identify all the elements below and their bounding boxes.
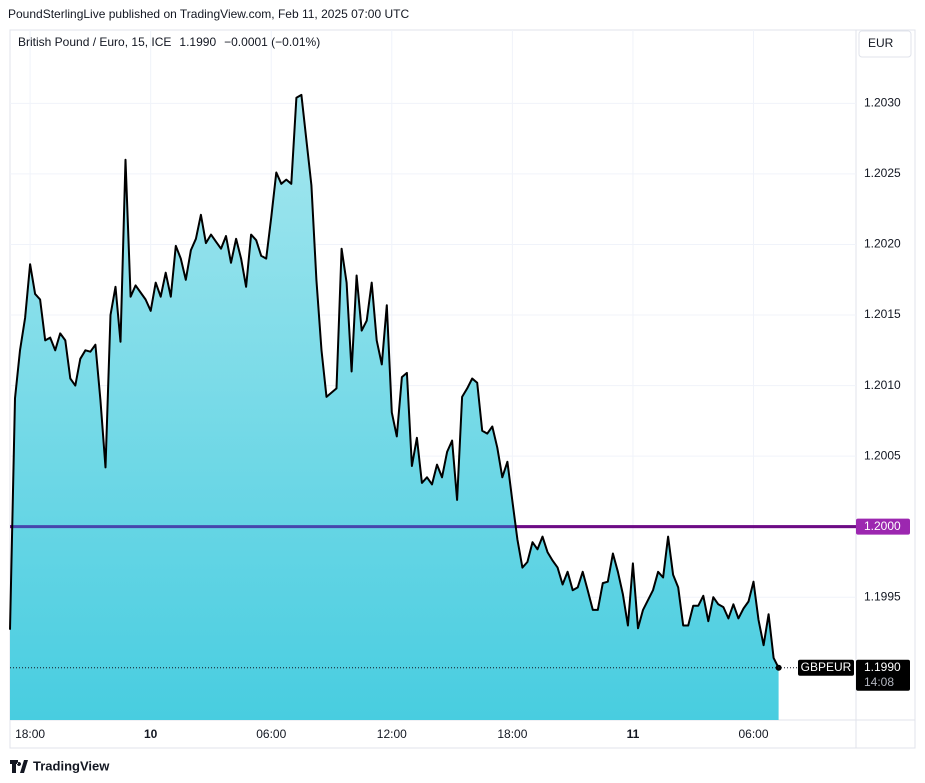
y-tick-label: 1.2005 (864, 448, 901, 462)
symbol-label: GBPEUR (801, 660, 852, 674)
price-line (9, 93, 780, 669)
footer: TradingView (33, 758, 110, 773)
area-fill (10, 94, 779, 720)
x-tick-label: 06:00 (738, 727, 768, 741)
x-tick-label: 18:00 (497, 727, 527, 741)
countdown: 14:08 (864, 675, 894, 689)
x-tick-label: 10 (144, 727, 158, 741)
legend-last: 1.1990 (179, 35, 216, 49)
x-tick-label: 12:00 (377, 727, 407, 741)
footer-logo (10, 760, 28, 773)
y-tick-label: 1.2010 (864, 378, 901, 392)
symbol-box (798, 659, 854, 676)
currency-button[interactable] (858, 30, 912, 58)
legend-name: British Pound / Euro, 15, ICE (18, 35, 171, 49)
currency[interactable]: EUR (868, 36, 894, 50)
x-tick-label: 06:00 (256, 727, 286, 741)
y-tick-label: 1.2020 (864, 237, 901, 251)
legend-change: −0.0001 (−0.01%) (224, 35, 320, 49)
last-price-label: 1.1990 (864, 660, 901, 674)
legend: British Pound / Euro, 15, ICE 1.1990 −0.00… (18, 35, 320, 49)
x-tick-label: 18:00 (15, 727, 45, 741)
plot (9, 93, 856, 720)
y-tick-label: 1.2025 (864, 166, 901, 180)
axes: 1.1995 1.2005 1.2010 1.2015 1.2020 1.2025 1.20… (15, 96, 910, 741)
chart-frame (9, 29, 916, 749)
level-label-box (856, 518, 910, 535)
header: PoundSterlingLive published on TradingVi… (8, 7, 409, 21)
y-tick-label: 1.1995 (864, 589, 901, 603)
y-tick-label: 1.2030 (864, 96, 901, 110)
y-tick-label: 1.2015 (864, 307, 901, 321)
level-label: 1.2000 (864, 519, 901, 533)
x-tick-label: 11 (627, 727, 640, 741)
last-price-box (856, 659, 910, 691)
